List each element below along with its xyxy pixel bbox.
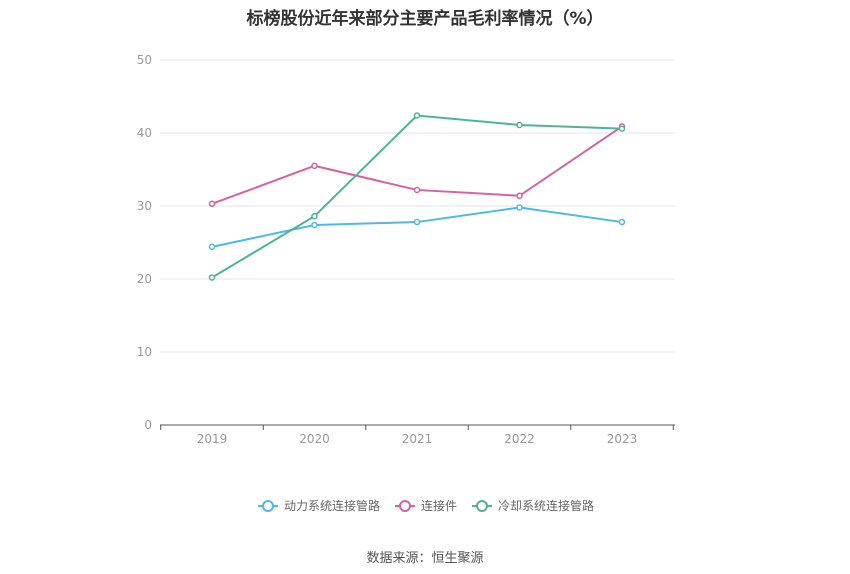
data-point[interactable] — [208, 274, 216, 281]
legend-item-2[interactable]: 冷却系统连接管路 — [472, 498, 594, 513]
x-tick-label: 2023 — [607, 432, 638, 446]
legend-item-1[interactable]: 连接件 — [395, 498, 457, 513]
y-tick-label: 10 — [137, 345, 152, 359]
data-point[interactable] — [618, 218, 626, 226]
data-point[interactable] — [311, 221, 318, 229]
data-point[interactable] — [208, 243, 216, 251]
legend-label: 动力系统连接管路 — [284, 498, 380, 513]
x-tick-label: 2022 — [504, 432, 535, 446]
chart-title: 标榜股份近年来部分主要产品毛利率情况（%） — [246, 9, 604, 29]
x-tick-label: 2021 — [402, 432, 433, 446]
data-point[interactable] — [618, 125, 626, 132]
legend-item-0[interactable]: 动力系统连接管路 — [258, 498, 380, 513]
data-point[interactable] — [208, 200, 216, 208]
y-tick-label: 40 — [137, 126, 152, 140]
legend-marker — [399, 500, 411, 512]
y-tick-label: 30 — [137, 199, 152, 213]
y-tick-label: 50 — [137, 53, 152, 67]
series-lines — [208, 112, 626, 281]
y-tick-label: 0 — [144, 418, 152, 432]
data-point[interactable] — [413, 218, 421, 226]
x-tick-label: 2019 — [197, 432, 228, 446]
data-point[interactable] — [311, 162, 318, 170]
x-tick-label: 2020 — [299, 432, 330, 446]
source-note: 数据来源：恒生聚源 — [366, 551, 484, 566]
data-point[interactable] — [516, 204, 523, 211]
data-point[interactable] — [413, 112, 421, 119]
legend-label: 冷却系统连接管路 — [498, 498, 594, 513]
axes: 0 10 20 30 40 50 2019 2020 2021 2022 2023 — [137, 53, 675, 446]
data-point[interactable] — [516, 192, 523, 200]
legend[interactable]: 动力系统连接管路 连接件 冷却系统连接管路 — [258, 498, 594, 513]
data-point[interactable] — [311, 212, 318, 220]
legend-label: 连接件 — [421, 498, 457, 513]
series-line-2 — [211, 114, 623, 279]
data-point[interactable] — [516, 121, 523, 129]
legend-marker — [262, 500, 274, 512]
legend-marker — [476, 500, 488, 512]
grid-lines — [160, 59, 675, 353]
y-tick-label: 20 — [137, 272, 152, 286]
data-point[interactable] — [413, 186, 421, 194]
